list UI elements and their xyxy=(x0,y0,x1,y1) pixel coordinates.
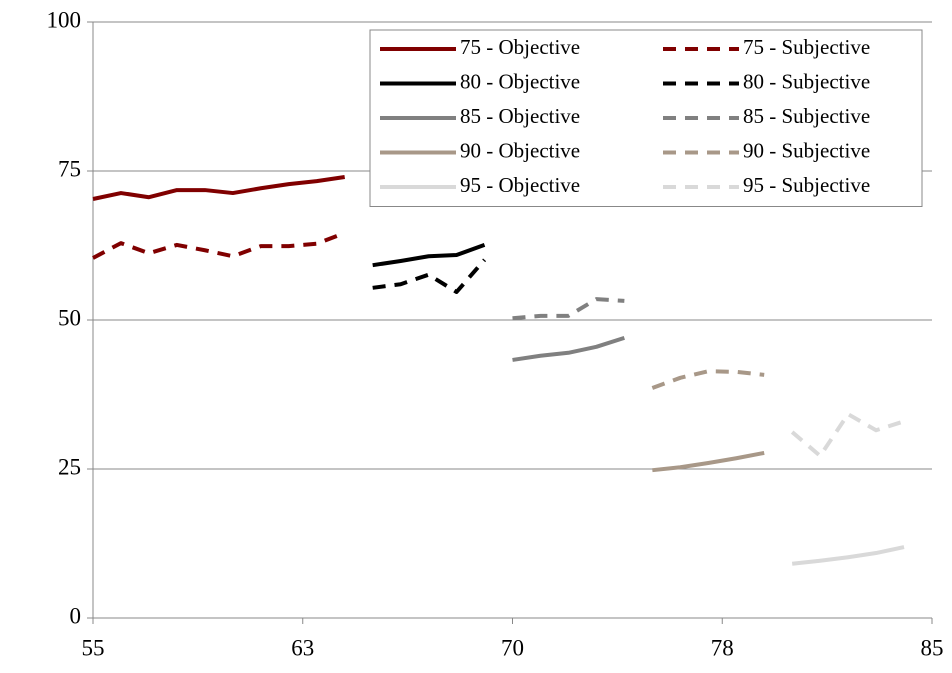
series-line xyxy=(651,369,765,390)
legend-label: 80 - Subjective xyxy=(743,69,870,93)
series-line xyxy=(512,297,625,321)
legend-label: 80 - Objective xyxy=(460,69,580,93)
legend-box xyxy=(369,29,923,207)
x-tick-label: 78 xyxy=(711,635,734,660)
legend-label: 75 - Subjective xyxy=(743,35,870,59)
x-tick-label: 85 xyxy=(921,635,944,660)
legend-label: 90 - Objective xyxy=(460,138,580,162)
legend-label: 95 - Objective xyxy=(460,173,580,197)
series-line xyxy=(92,231,346,260)
legend-label: 90 - Subjective xyxy=(743,138,870,162)
legend-label: 85 - Subjective xyxy=(743,104,870,128)
y-tick-label: 0 xyxy=(70,603,82,628)
legend-label: 85 - Objective xyxy=(460,104,580,128)
y-tick-label: 75 xyxy=(58,156,81,181)
legend-label: 75 - Objective xyxy=(460,35,580,59)
series-line xyxy=(652,450,765,473)
x-tick-label: 63 xyxy=(291,635,314,660)
y-tick-label: 50 xyxy=(58,305,81,330)
x-tick-label: 70 xyxy=(501,635,524,660)
y-tick-label: 100 xyxy=(47,7,82,32)
series-line xyxy=(791,545,905,566)
series-line xyxy=(512,335,625,362)
series-line xyxy=(92,174,345,201)
x-tick-label: 55 xyxy=(82,635,105,660)
y-tick-label: 25 xyxy=(58,454,81,479)
series-line xyxy=(790,412,905,458)
series-line xyxy=(372,243,486,268)
legend-label: 95 - Subjective xyxy=(743,173,870,197)
